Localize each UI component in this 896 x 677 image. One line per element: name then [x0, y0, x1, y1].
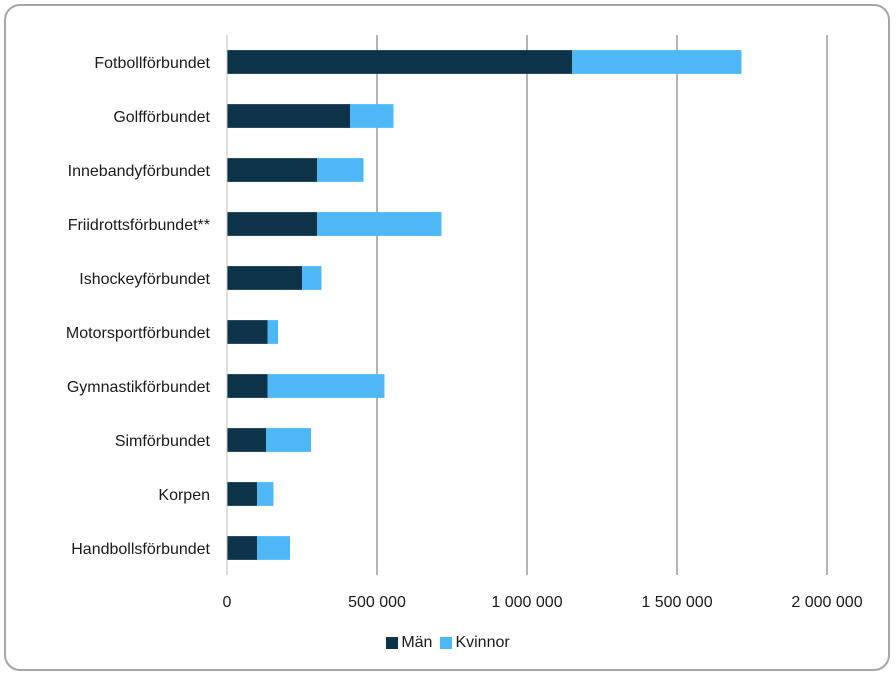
bar-kvinnor [317, 212, 442, 236]
legend-swatch [386, 637, 399, 649]
bar-man [227, 536, 257, 560]
category-label: Fotbollförbundet [94, 55, 210, 72]
category-label: Korpen [158, 487, 210, 504]
chart-frame [4, 4, 890, 671]
bar-man [227, 428, 266, 452]
bar-kvinnor [572, 50, 742, 74]
bar-man [227, 266, 302, 290]
bar-kvinnor [267, 374, 385, 398]
category-labels: Fotbollförbundet Golfförbundet Innebandyfö… [66, 55, 211, 558]
category-label: Innebandyförbundet [68, 163, 211, 180]
category-label: Simförbundet [115, 433, 211, 450]
x-tick-label: 2 000 000 [791, 594, 862, 611]
bar-kvinnor [257, 536, 290, 560]
legend: Män Kvinnor [0, 634, 896, 654]
bars [227, 50, 742, 560]
bar-kvinnor [266, 428, 311, 452]
bar-kvinnor [317, 158, 364, 182]
x-tick-label: 500 000 [348, 594, 406, 611]
legend-item: Kvinnor [440, 634, 510, 652]
bar-man [227, 104, 350, 128]
x-tick-label: 1 500 000 [641, 594, 712, 611]
legend-swatch [440, 637, 453, 649]
bar-man [227, 50, 572, 74]
x-tick-labels: 0 500 000 1 000 000 1 500 000 2 000 000 [223, 594, 863, 611]
category-label: Gymnastikförbundet [67, 379, 211, 396]
bar-man [227, 374, 268, 398]
category-label: Friidrottsförbundet** [68, 217, 210, 234]
bar-man [227, 320, 268, 344]
legend-label: Män [401, 634, 433, 651]
x-tick-label: 1 000 000 [491, 594, 562, 611]
bar-kvinnor [257, 482, 274, 506]
bar-kvinnor [267, 320, 278, 344]
category-label: Ishockeyförbundet [79, 271, 210, 288]
bar-man [227, 482, 257, 506]
category-label: Handbollsförbundet [71, 541, 210, 558]
category-label: Golfförbundet [113, 109, 210, 126]
bar-kvinnor [350, 104, 394, 128]
bar-kvinnor [302, 266, 322, 290]
bar-man [227, 212, 317, 236]
x-tick-label: 0 [223, 594, 232, 611]
gridlines [376, 35, 828, 575]
bar-man [227, 158, 317, 182]
category-label: Motorsportförbundet [66, 325, 211, 342]
legend-label: Kvinnor [455, 634, 510, 651]
legend-item: Män [386, 634, 432, 652]
